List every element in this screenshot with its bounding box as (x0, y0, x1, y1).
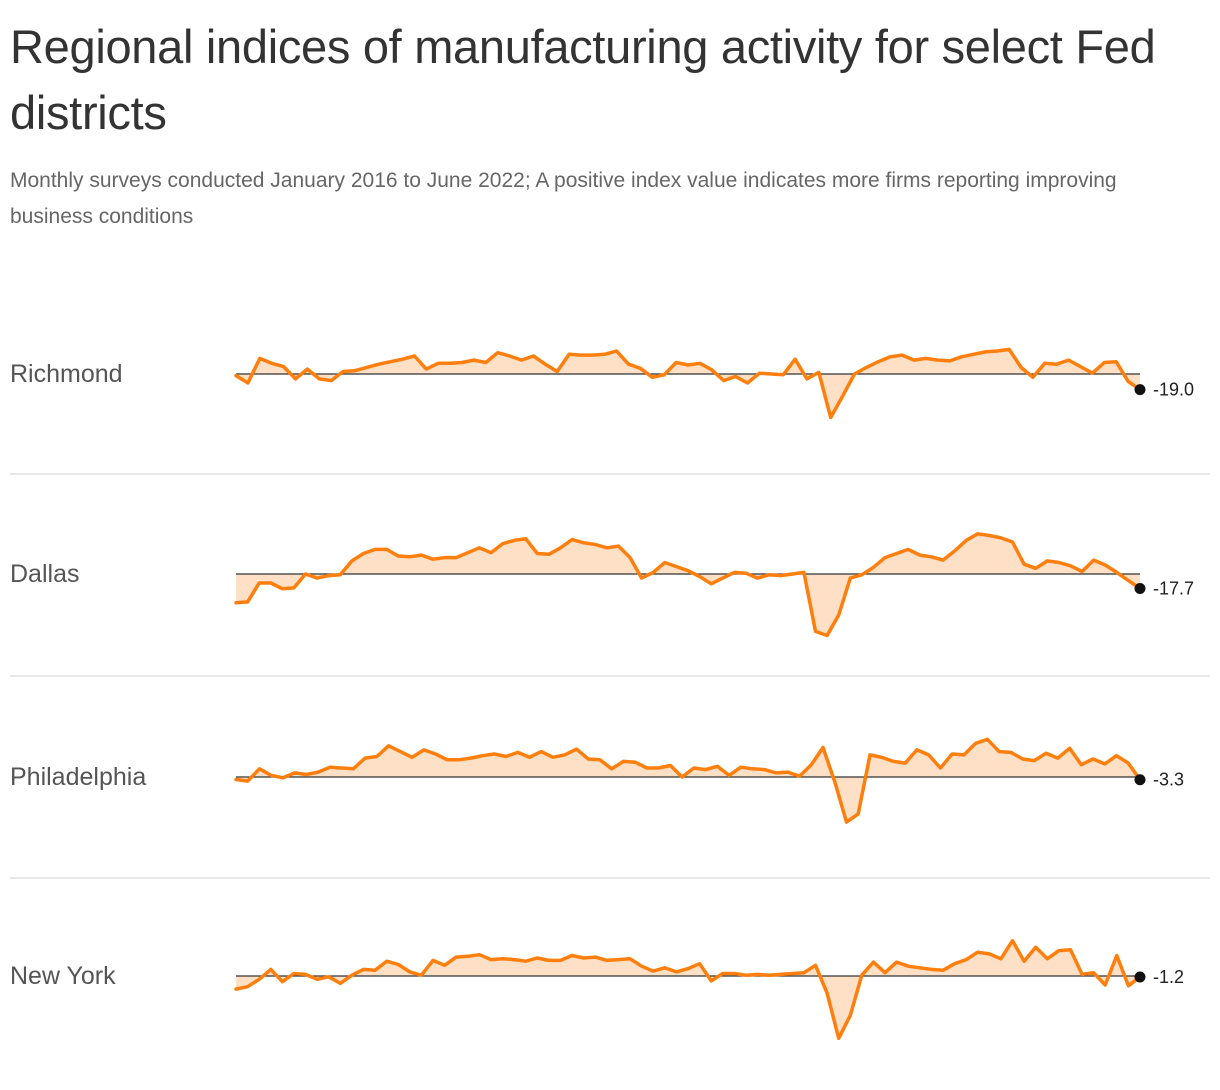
end-point-dallas (1134, 583, 1146, 595)
chart-title: Regional indices of manufacturing activi… (10, 20, 1156, 139)
region-label-dallas: Dallas (10, 560, 79, 588)
end-value-label-dallas: -17.7 (1153, 579, 1194, 599)
series-area-new-york (236, 940, 1140, 1039)
end-value-label-new-york: -1.2 (1153, 967, 1184, 987)
panel-new-york: -1.2 New York (10, 938, 1184, 1041)
series-area-richmond (236, 349, 1140, 418)
chart-subtitle: Monthly surveys conducted January 2016 t… (10, 169, 1117, 228)
end-value-label-philadelphia: -3.3 (1153, 770, 1184, 790)
end-point-new-york (1134, 971, 1146, 983)
series-line-new-york (234, 938, 1142, 1041)
region-label-philadelphia: Philadelphia (10, 763, 146, 791)
end-value-label-richmond: -19.0 (1153, 380, 1194, 400)
end-point-philadelphia (1134, 774, 1146, 786)
region-label-new-york: New York (10, 962, 116, 990)
end-point-richmond (1134, 384, 1146, 396)
panel-dallas: -17.7 Dallas (10, 532, 1210, 677)
series-area-dallas (236, 533, 1140, 636)
series-line-dallas (234, 532, 1142, 638)
region-label-richmond: Richmond (10, 360, 123, 388)
panel-philadelphia: -3.3 Philadelphia (10, 737, 1210, 879)
panel-richmond: -19.0 Richmond (10, 347, 1210, 475)
series-line-richmond (234, 347, 1142, 420)
series-line-philadelphia (234, 737, 1142, 824)
